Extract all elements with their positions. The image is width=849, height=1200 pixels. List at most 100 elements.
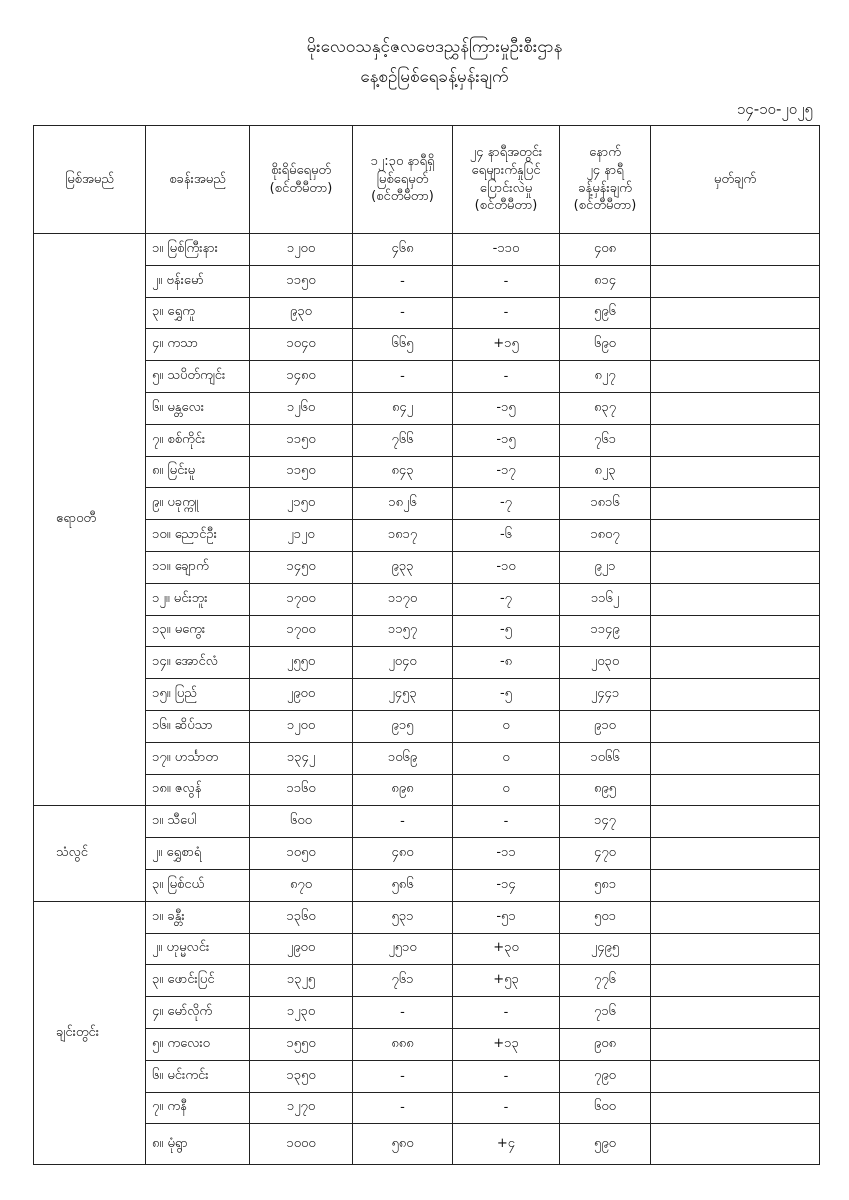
danger-level: ၆၀၀ bbox=[249, 805, 353, 839]
current-level: ၁၁၇၀ bbox=[352, 582, 453, 616]
change: +၄ bbox=[452, 1123, 560, 1166]
remarks bbox=[650, 550, 820, 584]
table-row: ၉။ ပခုက္ကူ ၂၁၅၀ ၁၈၂၆ -၇ ၁၈၁၆ bbox=[34, 487, 820, 521]
danger-level: ၁၂၆၀ bbox=[249, 391, 353, 425]
remarks bbox=[650, 614, 820, 648]
danger-level: ၁၂၀၀ bbox=[249, 233, 353, 266]
change: ၀ bbox=[452, 773, 560, 807]
danger-level: ၂၅၅၀ bbox=[249, 646, 353, 680]
table-row: ၈။ မြင်းမူ ၁၁၅၀ ၈၄၃ -၁၇ ၈၂၃ bbox=[34, 455, 820, 489]
danger-level: ၁၂၃၀ bbox=[249, 996, 353, 1029]
change: +၁၃ bbox=[452, 1027, 560, 1061]
forecast: ၇၆၁ bbox=[559, 423, 651, 457]
remarks bbox=[650, 900, 820, 934]
report-date: ၁၄-၁၀-၂၀၂၅ bbox=[736, 100, 813, 118]
danger-level: ၁၀၀၀ bbox=[249, 1123, 353, 1166]
station-name: ၁။ မြစ်ကြီးနား bbox=[145, 233, 250, 266]
remarks bbox=[650, 996, 820, 1029]
header-row: မြစ်အမည် စခန်းအမည် စိုးရိမ်ရေမှတ် (စင်တီ… bbox=[33, 125, 820, 234]
table-row: ၂။ ရွှေစာရံ ၁၀၅၀ ၄၈၀ -၁၁ ၄၇၀ bbox=[34, 837, 820, 870]
danger-level: ၁၇၀၀ bbox=[249, 614, 353, 648]
station-name: ၅။ သပိတ်ကျင်း bbox=[145, 360, 250, 393]
danger-level: ၁၃၄၂ bbox=[249, 741, 353, 775]
change: - bbox=[452, 1059, 560, 1093]
remarks bbox=[650, 709, 820, 743]
change: - bbox=[452, 360, 560, 393]
current-level: ၇၆၆ bbox=[352, 423, 453, 457]
forecast: ၉၂၁ bbox=[559, 550, 651, 584]
danger-level: ၂၉၀၀ bbox=[249, 932, 353, 966]
remarks bbox=[650, 837, 820, 870]
change: +၁၅ bbox=[452, 328, 560, 362]
remarks bbox=[650, 773, 820, 807]
change: - bbox=[452, 996, 560, 1029]
remarks bbox=[650, 1059, 820, 1093]
table-row: ၁၀။ ညောင်ဦး ၂၁၂၀ ၁၈၁၇ -၆ ၁၈၀၇ bbox=[34, 519, 820, 552]
forecast: ၈၂၃ bbox=[559, 455, 651, 489]
remarks bbox=[650, 741, 820, 775]
table-row: ၁၂။ မင်းဘူး ၁၇၀၀ ၁၁၇၀ -၇ ၁၁၆၂ bbox=[34, 582, 820, 616]
remarks bbox=[650, 1091, 820, 1125]
current-level: ၅၃၁ bbox=[352, 900, 453, 934]
current-level: ၂၅၁၀ bbox=[352, 932, 453, 966]
forecast: ၅၉၀ bbox=[559, 1123, 651, 1166]
table-row: ၈။ မုံရွာ ၁၀၀၀ ၅၈၀ +၄ ၅၉၀ bbox=[34, 1123, 820, 1166]
remarks bbox=[650, 868, 820, 902]
forecast: ၉၁၀ bbox=[559, 709, 651, 743]
table-row: ၇။ ကနီ ၁၂၇၀- -၆၀၀ bbox=[34, 1091, 820, 1125]
danger-level: ၁၇၀၀ bbox=[249, 582, 353, 616]
header-danger-level: စိုးရိမ်ရေမှတ် (စင်တီမီတာ) bbox=[249, 125, 353, 234]
remarks bbox=[650, 582, 820, 616]
station-name: ၆။ မန္တလေး bbox=[145, 391, 250, 425]
change: -၁၅ bbox=[452, 391, 560, 425]
danger-level: ၁၁၅၀ bbox=[249, 423, 353, 457]
station-name: ၃။ မြစ်ငယ် bbox=[145, 868, 250, 902]
forecast: ၅၉၆ bbox=[559, 296, 651, 330]
forecast: ၁၈၁၆ bbox=[559, 487, 651, 521]
change: - bbox=[452, 1091, 560, 1125]
table-row: ၆။ မင်းကင်း ၁၃၅၀- -၇၉၀ bbox=[34, 1059, 820, 1093]
forecast: ၁၀၆၆ bbox=[559, 741, 651, 775]
change: -၁၁ bbox=[452, 837, 560, 870]
current-level: ၉၁၅ bbox=[352, 709, 453, 743]
table-row: ၁၆။ ဆိပ်သာ ၁၂၀၀ ၉၁၅၀၉၁၀ bbox=[34, 709, 820, 743]
danger-level: ၂၉၀၀ bbox=[249, 678, 353, 711]
forecast: ၇၁၆ bbox=[559, 996, 651, 1029]
danger-level: ၂၁၅၀ bbox=[249, 487, 353, 521]
table-row: ၅။ ကလေးဝ ၁၅၅၀ ၈၈၈ +၁၃ ၉၀၈ bbox=[34, 1027, 820, 1061]
remarks bbox=[650, 519, 820, 552]
station-name: ၁၁။ ချောက် bbox=[145, 550, 250, 584]
change: -၈ bbox=[452, 646, 560, 680]
change: -၇ bbox=[452, 487, 560, 521]
change: -၅ bbox=[452, 614, 560, 648]
current-level: ၁၈၁၇ bbox=[352, 519, 453, 552]
station-name: ၆။ မင်းကင်း bbox=[145, 1059, 250, 1093]
table-row: ၁၅။ ပြည် ၂၉၀၀ ၂၄၅၃ -၅ ၂၄၄၁ bbox=[34, 678, 820, 711]
change: -၁၀ bbox=[452, 550, 560, 584]
current-level: - bbox=[352, 805, 453, 839]
table-row: ၂။ ဗန်းမော် ၁၁၅၀- -၈၁၄ bbox=[34, 264, 820, 298]
table-row: ၁၁။ ချောက် ၁၄၅၀ ၉၃၃ -၁၀ ၉၂၁ bbox=[34, 550, 820, 584]
station-name: ၁၅။ ပြည် bbox=[145, 678, 250, 711]
current-level: - bbox=[352, 1091, 453, 1125]
forecast: ၇၉၀ bbox=[559, 1059, 651, 1093]
station-name: ၁၃။ မကွေး bbox=[145, 614, 250, 648]
remarks bbox=[650, 487, 820, 521]
current-level: ၈၄၂ bbox=[352, 391, 453, 425]
station-name: ၇။ ကနီ bbox=[145, 1091, 250, 1125]
table-row: ၁၃။ မကွေး ၁၇၀၀ ၁၁၅၇ -၅ ၁၁၄၉ bbox=[34, 614, 820, 648]
remarks bbox=[650, 328, 820, 362]
danger-level: ၂၁၂၀ bbox=[249, 519, 353, 552]
remarks bbox=[650, 264, 820, 298]
forecast: ၁၁၆၂ bbox=[559, 582, 651, 616]
current-level: ၁၈၂၆ bbox=[352, 487, 453, 521]
danger-level: ၁၁၅၀ bbox=[249, 455, 353, 489]
remarks bbox=[650, 964, 820, 998]
danger-level: ၁၀၄၀ bbox=[249, 328, 353, 362]
current-level: ၈၄၃ bbox=[352, 455, 453, 489]
danger-level: ၁၀၅၀ bbox=[249, 837, 353, 870]
danger-level: ၁၁၆၀ bbox=[249, 773, 353, 807]
remarks bbox=[650, 296, 820, 330]
forecast-table: မြစ်အမည် စခန်းအမည် စိုးရိမ်ရေမှတ် (စင်တီ… bbox=[33, 125, 820, 1166]
remarks bbox=[650, 805, 820, 839]
